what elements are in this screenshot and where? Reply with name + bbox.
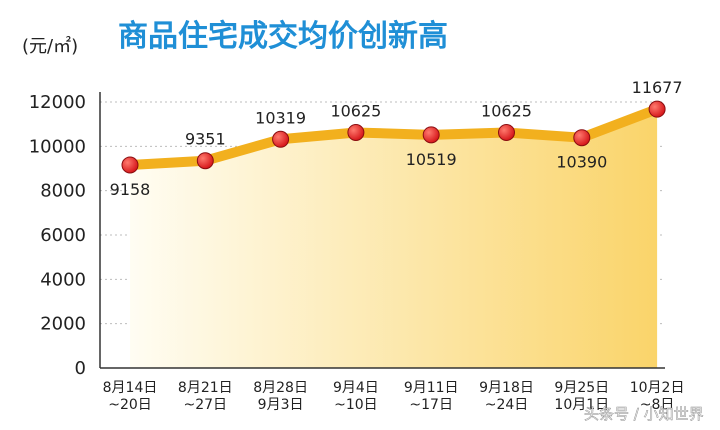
x-tick-label: 9月11日~17日 — [404, 380, 459, 413]
data-point-marker — [121, 156, 139, 174]
data-point-marker — [422, 126, 440, 144]
y-tick-label: 10000 — [29, 136, 86, 157]
data-label: 9351 — [185, 130, 226, 149]
x-tick-label: 10月2日~8日 — [630, 380, 685, 413]
x-tick-label: 8月21日~27日 — [178, 380, 233, 413]
y-tick-label: 0 — [75, 358, 86, 379]
data-point-marker — [498, 123, 515, 141]
area-fill — [130, 109, 658, 368]
data-point-marker — [648, 100, 666, 118]
area-under-line — [130, 109, 658, 368]
data-label: 9158 — [110, 180, 151, 199]
x-tick-labels: 8月14日~20日 8月21日~27日 8月28日 9月3日 9月4日~10日 9月11日… — [103, 380, 685, 413]
axes — [99, 92, 665, 369]
x-tick-label: 9月25日 10月1日 — [554, 380, 609, 413]
y-tick-label: 2000 — [40, 314, 86, 335]
data-label: 10319 — [255, 108, 306, 127]
y-tick-labels: 0 2000 4000 6000 8000 10000 12000 — [29, 92, 86, 379]
data-label: 11677 — [632, 78, 683, 97]
y-tick-label: 8000 — [40, 181, 86, 202]
y-tick-label: 4000 — [40, 269, 86, 290]
data-label: 10625 — [481, 101, 532, 120]
data-point-marker — [196, 152, 214, 170]
data-label: 10625 — [330, 101, 381, 120]
data-label: 10390 — [556, 153, 607, 172]
chart-title: 商品住宅成交均价创新高 — [118, 19, 448, 54]
y-unit-label: (元/㎡) — [22, 35, 78, 57]
series-line — [125, 104, 663, 170]
x-tick-label: 9月18日~24日 — [479, 380, 534, 413]
data-point-marker — [272, 130, 290, 148]
data-points — [121, 100, 666, 174]
data-labels: 9158 9351 10319 10625 10519 10625 10390 11677 — [110, 78, 683, 199]
y-tick-label: 12000 — [29, 92, 86, 113]
series-line-path — [125, 104, 663, 170]
data-label: 10519 — [406, 150, 457, 169]
data-point-marker — [573, 129, 591, 147]
x-tick-label: 8月28日 9月3日 — [253, 380, 308, 413]
x-tick-label: 8月14日~20日 — [103, 380, 158, 413]
x-tick-label: 9月4日~10日 — [333, 380, 379, 413]
y-tick-label: 6000 — [40, 225, 86, 246]
data-point-marker — [347, 123, 365, 141]
watermark-text: 头条号 / 小知世界 — [584, 405, 704, 423]
